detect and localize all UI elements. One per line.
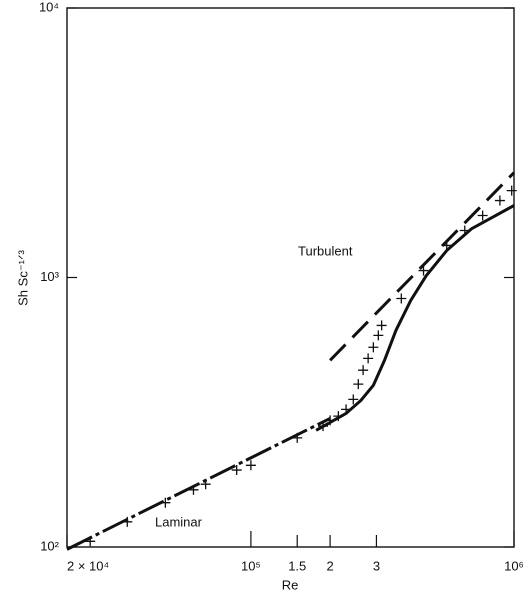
annotation: Turbulent <box>298 243 353 258</box>
y-axis-label: Sh Sc⁻¹ᐟ³ <box>15 249 30 305</box>
data-point <box>245 460 256 471</box>
data-line <box>66 417 331 551</box>
data-point <box>368 342 379 353</box>
plot-frame <box>66 7 515 548</box>
data-point <box>373 330 384 341</box>
data-point <box>396 293 407 304</box>
data-point <box>358 365 369 376</box>
data-point <box>231 465 242 476</box>
data-point <box>506 185 517 196</box>
data-point <box>348 394 359 405</box>
x-tick-label: 2 <box>326 558 333 573</box>
data-point <box>376 320 387 331</box>
x-tick-label: 2 × 10⁴ <box>67 558 109 573</box>
data-point <box>418 265 429 276</box>
annotation: Laminar <box>155 514 203 529</box>
data-point <box>494 195 505 206</box>
data-line <box>329 171 516 362</box>
data-point <box>363 353 374 364</box>
x-axis-label: Re <box>282 577 299 592</box>
x-tick-label: 3 <box>373 558 380 573</box>
x-tick-label: 10⁶ <box>504 558 524 573</box>
x-tick-label: 10⁵ <box>241 558 261 573</box>
y-tick-label: 10³ <box>40 269 59 284</box>
data-point <box>353 379 364 390</box>
y-tick-label: 10⁴ <box>39 0 59 14</box>
y-tick-label: 10² <box>40 538 59 553</box>
x-tick-label: 1.5 <box>288 558 306 573</box>
data-line <box>315 204 515 432</box>
data-point <box>477 210 488 221</box>
